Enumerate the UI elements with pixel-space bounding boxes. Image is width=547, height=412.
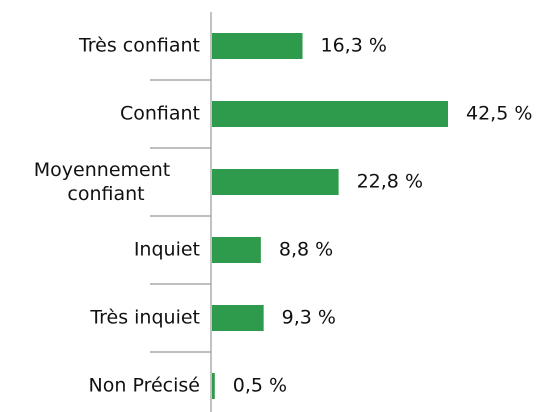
bar	[212, 305, 264, 331]
bar	[212, 237, 261, 263]
category-label: Très inquiet	[89, 307, 200, 329]
bar	[212, 101, 448, 127]
value-label: 42,5 %	[466, 103, 532, 125]
value-label: 9,3 %	[282, 307, 336, 329]
category-label: Inquiet	[134, 239, 200, 261]
category-label: Confiant	[120, 103, 200, 125]
value-label: 16,3 %	[321, 35, 387, 57]
category-label: Très confiant	[78, 35, 200, 57]
category-label: Non Précisé	[89, 375, 200, 397]
bar	[212, 373, 215, 399]
bar	[212, 33, 303, 59]
category-label-line: confiant	[67, 183, 144, 205]
value-label: 0,5 %	[233, 375, 287, 397]
value-label: 8,8 %	[279, 239, 333, 261]
value-label: 22,8 %	[357, 171, 423, 193]
category-label: Moyennement confiant	[34, 159, 170, 205]
bar	[212, 169, 339, 195]
category-label-line: Moyennement	[34, 159, 170, 181]
